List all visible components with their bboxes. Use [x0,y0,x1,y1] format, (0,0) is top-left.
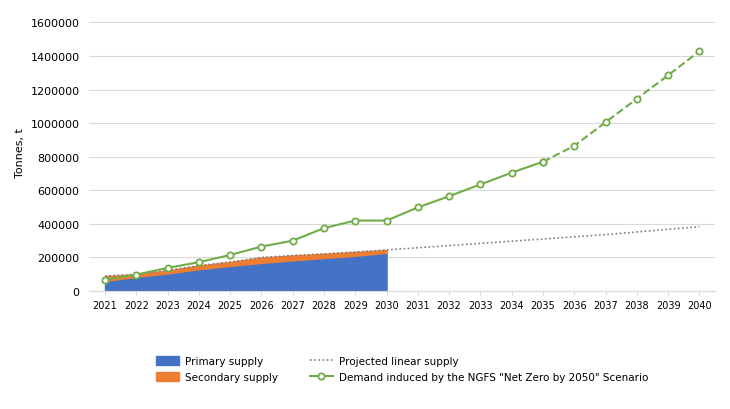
Y-axis label: Tonnes, t: Tonnes, t [15,128,25,178]
Legend: Primary supply, Secondary supply, Projected linear supply, Demand induced by the: Primary supply, Secondary supply, Projec… [152,352,653,387]
